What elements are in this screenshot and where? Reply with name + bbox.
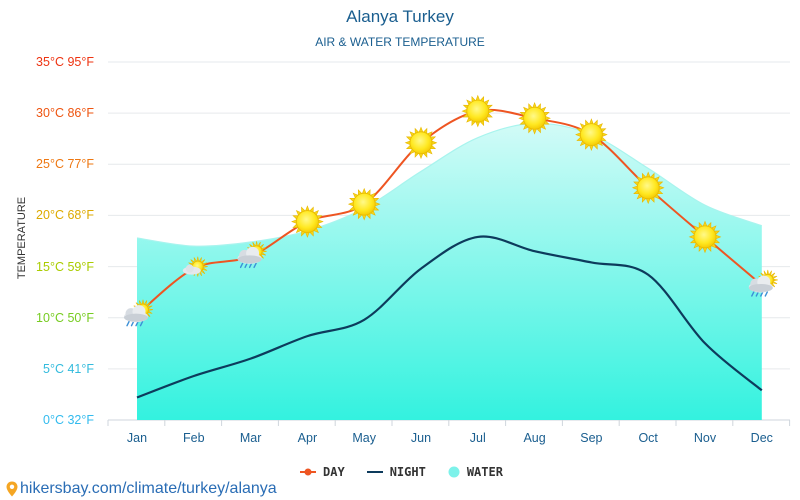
sun-icon	[631, 171, 665, 205]
y-tick-label: 5°C 41°F	[43, 361, 94, 376]
x-tick-label: Apr	[297, 431, 318, 445]
source-link[interactable]: hikersbay.com/climate/turkey/alanya	[6, 480, 277, 498]
water-dot-icon	[448, 466, 460, 478]
sun-icon	[518, 101, 551, 135]
y-tick-label: 25°C 77°F	[36, 157, 94, 172]
x-tick-label: Jul	[469, 431, 486, 445]
legend-label-day: DAY	[323, 465, 345, 479]
sun-icon	[347, 187, 381, 221]
x-tick-label: Aug	[523, 431, 546, 445]
sun-icon	[404, 126, 438, 160]
x-tick-label: Oct	[638, 431, 658, 445]
y-tick-label: 10°C 50°F	[36, 310, 94, 325]
chart-title: Alanya Turkey	[346, 7, 454, 26]
x-tick-label: May	[352, 431, 376, 445]
x-tick-label: Sep	[580, 431, 603, 445]
water-line	[136, 122, 763, 247]
cloud-sun-rain-icon	[748, 269, 778, 297]
x-tick-label: Nov	[693, 431, 717, 445]
y-tick-label: 0°C 32°F	[43, 413, 94, 427]
sun-icon	[575, 118, 608, 151]
legend-item-water[interactable]: WATER	[448, 465, 503, 479]
x-tick-label: Jun	[410, 431, 432, 445]
cloud-sun-rain-icon	[124, 299, 154, 327]
water-series	[136, 122, 763, 421]
legend-label-water: WATER	[466, 465, 503, 479]
night-line	[136, 235, 763, 399]
legend-item-day[interactable]: DAY	[300, 465, 345, 479]
night-line-icon	[366, 471, 383, 473]
legend: DAY NIGHT WATER	[300, 463, 503, 481]
sun-icon	[461, 94, 495, 128]
y-tick-label: 20°C 68°F	[36, 208, 94, 223]
x-tick-label: Feb	[183, 431, 205, 445]
cloud-sun-rain-icon	[237, 241, 267, 269]
source-text: hikersbay.com/climate/turkey/alanya	[20, 480, 277, 497]
sun-icon	[291, 205, 324, 238]
y-tick-label: 30°C 86°F	[36, 106, 94, 121]
x-tick-label: Mar	[239, 431, 262, 445]
y-tick-label: 15°C 59°F	[36, 259, 94, 274]
legend-label-night: NIGHT	[389, 465, 426, 479]
y-tick-label: 35°C 95°F	[36, 55, 94, 69]
x-tick-label: Dec	[750, 431, 773, 445]
x-tick-label: Jan	[126, 431, 148, 445]
map-pin-icon	[6, 481, 18, 497]
night-series	[136, 235, 763, 399]
weather-icons	[124, 94, 778, 327]
legend-item-night[interactable]: NIGHT	[366, 465, 426, 479]
sun-cloud-icon	[182, 256, 208, 277]
water-area	[137, 123, 762, 421]
chart-subtitle: AIR & WATER TEMPERATURE	[315, 35, 485, 49]
day-line-marker-icon	[300, 468, 316, 476]
sun-icon	[688, 220, 722, 254]
